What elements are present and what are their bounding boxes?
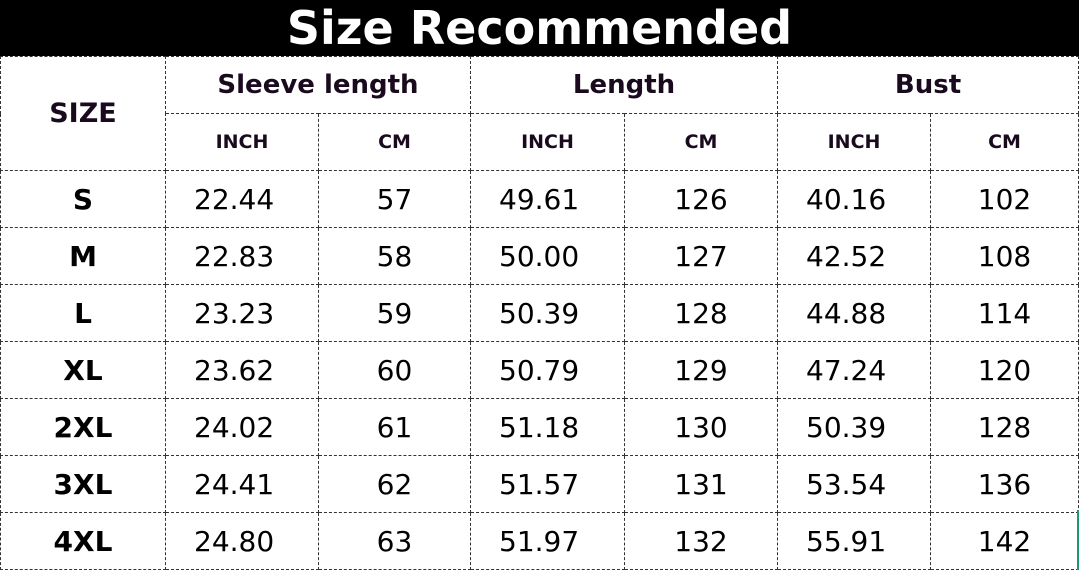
value-cell: 126 — [623, 170, 779, 228]
value-cell: 22.83 — [165, 227, 319, 285]
value-cell: 50.00 — [470, 227, 625, 285]
value-cell: 57 — [318, 170, 471, 228]
size-cell: M — [0, 227, 166, 285]
size-cell: S — [0, 170, 166, 228]
value-cell: 127 — [623, 227, 779, 285]
value-cell: 60 — [318, 341, 471, 399]
table-row: M 22.83 58 50.00 127 42.52 108 — [0, 227, 1079, 285]
unit-header: CM — [930, 113, 1079, 171]
value-cell: 44.88 — [777, 284, 932, 342]
value-cell: 50.39 — [470, 284, 625, 342]
table-row: 4XL 24.80 63 51.97 132 55.91 142 — [0, 512, 1079, 570]
value-cell: 120 — [930, 341, 1079, 399]
value-cell: 114 — [930, 284, 1079, 342]
length-header: Length — [469, 56, 779, 114]
table-row: 2XL 24.02 61 51.18 130 50.39 128 — [0, 398, 1079, 456]
size-cell: 3XL — [0, 455, 166, 513]
value-cell: 40.16 — [777, 170, 932, 228]
unit-header: INCH — [777, 113, 932, 171]
value-cell: 132 — [623, 512, 779, 570]
value-cell: 24.02 — [165, 398, 319, 456]
value-cell: 50.79 — [470, 341, 625, 399]
unit-header: CM — [623, 113, 779, 171]
value-cell: 131 — [623, 455, 779, 513]
value-cell: 51.97 — [470, 512, 625, 570]
size-cell: 2XL — [0, 398, 166, 456]
value-cell: 61 — [318, 398, 471, 456]
unit-header: INCH — [470, 113, 625, 171]
chart-title: Size Recommended — [0, 0, 1079, 56]
table-row: S 22.44 57 49.61 126 40.16 102 — [0, 170, 1079, 228]
value-cell: 55.91 — [777, 512, 932, 570]
size-cell: XL — [0, 341, 166, 399]
value-cell: 128 — [930, 398, 1079, 456]
value-cell: 128 — [623, 284, 779, 342]
size-table: SIZE Sleeve length Length Bust INCH CM I… — [0, 56, 1079, 570]
value-cell: 63 — [318, 512, 471, 570]
sleeve-length-header: Sleeve length — [165, 56, 471, 114]
unit-header: INCH — [165, 113, 319, 171]
value-cell: 24.41 — [165, 455, 319, 513]
value-cell: 50.39 — [777, 398, 932, 456]
value-cell: 136 — [930, 455, 1079, 513]
size-cell: L — [0, 284, 166, 342]
size-cell: 4XL — [0, 512, 166, 570]
table-row: XL 23.62 60 50.79 129 47.24 120 — [0, 341, 1079, 399]
unit-row: INCH CM INCH CM INCH CM — [1, 113, 1079, 171]
value-cell: 102 — [930, 170, 1079, 228]
edge-marker — [1077, 510, 1079, 570]
value-cell: 49.61 — [470, 170, 625, 228]
value-cell: 24.80 — [165, 512, 319, 570]
value-cell: 59 — [318, 284, 471, 342]
size-header: SIZE — [0, 56, 166, 171]
value-cell: 42.52 — [777, 227, 932, 285]
value-cell: 129 — [623, 341, 779, 399]
value-cell: 58 — [318, 227, 471, 285]
value-cell: 51.57 — [470, 455, 625, 513]
table-row: L 23.23 59 50.39 128 44.88 114 — [0, 284, 1079, 342]
value-cell: 51.18 — [470, 398, 625, 456]
value-cell: 22.44 — [165, 170, 319, 228]
value-cell: 108 — [930, 227, 1079, 285]
bust-header: Bust — [777, 56, 1079, 114]
value-cell: 47.24 — [777, 341, 932, 399]
value-cell: 142 — [930, 512, 1079, 570]
table-row: 3XL 24.41 62 51.57 131 53.54 136 — [0, 455, 1079, 513]
value-cell: 23.23 — [165, 284, 319, 342]
unit-header: CM — [318, 113, 471, 171]
value-cell: 23.62 — [165, 341, 319, 399]
value-cell: 62 — [318, 455, 471, 513]
value-cell: 53.54 — [777, 455, 932, 513]
header-row: SIZE Sleeve length Length Bust — [0, 56, 1079, 171]
value-cell: 130 — [623, 398, 779, 456]
